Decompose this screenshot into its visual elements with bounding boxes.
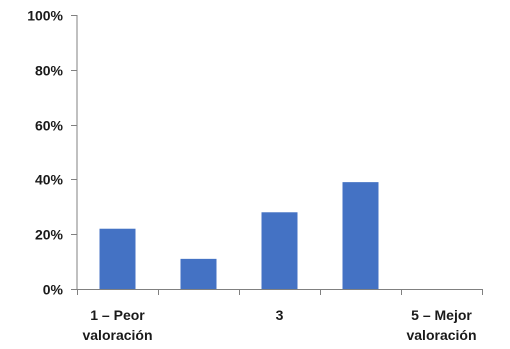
- bar: [342, 182, 379, 289]
- y-tick-label: 20%: [35, 227, 64, 243]
- bar: [180, 258, 217, 289]
- y-tick-label: 80%: [35, 63, 64, 79]
- x-tick-label: valoración: [406, 327, 476, 343]
- y-axis: 0% 20% 40% 60% 80% 100%: [27, 8, 78, 298]
- y-tick-label: 40%: [35, 172, 64, 188]
- y-tick-label: 100%: [27, 8, 63, 24]
- y-tick-label: 60%: [35, 118, 64, 134]
- y-tick-label: 0%: [43, 282, 64, 298]
- x-tick-labels: 1 – Peor valoración 3 5 – Mejor valoración: [82, 307, 476, 343]
- bar: [99, 228, 136, 289]
- x-axis: [77, 289, 483, 295]
- bar: [261, 212, 298, 289]
- x-tick-label: 1 – Peor: [90, 307, 145, 323]
- bar-series: [99, 182, 379, 289]
- x-tick-label: 3: [276, 307, 284, 323]
- x-tick-label: valoración: [82, 327, 152, 343]
- x-tick-label: 5 – Mejor: [411, 307, 472, 323]
